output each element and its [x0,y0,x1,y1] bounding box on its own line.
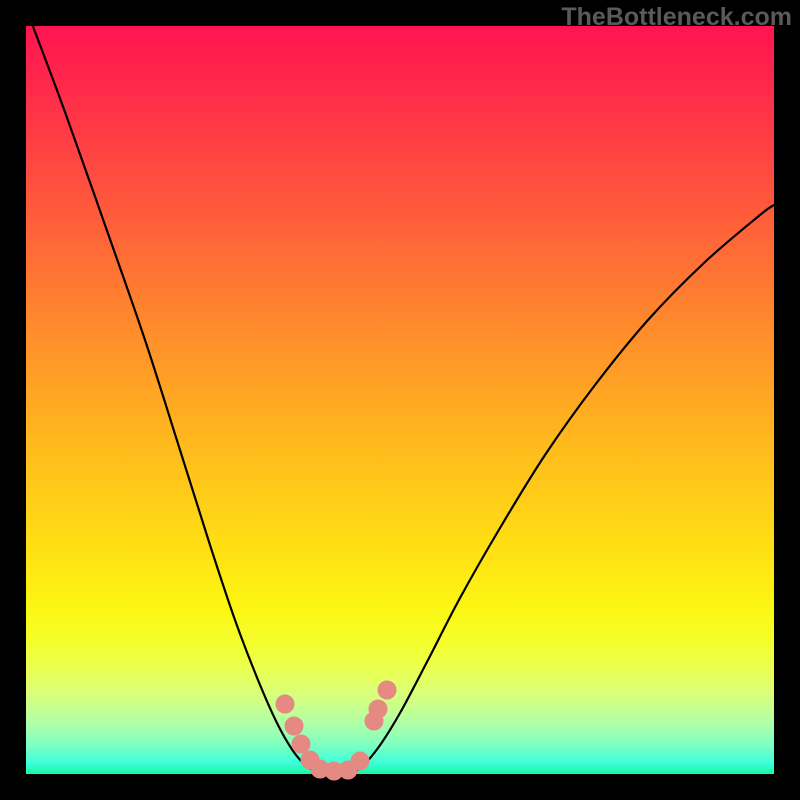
chart-svg [0,0,800,800]
marker-point [285,717,303,735]
marker-point [351,752,369,770]
marker-point [292,735,310,753]
marker-point [378,681,396,699]
plot-background-gradient [26,26,774,774]
chart-frame: TheBottleneck.com [0,0,800,800]
marker-point [369,700,387,718]
watermark-text: TheBottleneck.com [561,3,792,32]
marker-point [276,695,294,713]
